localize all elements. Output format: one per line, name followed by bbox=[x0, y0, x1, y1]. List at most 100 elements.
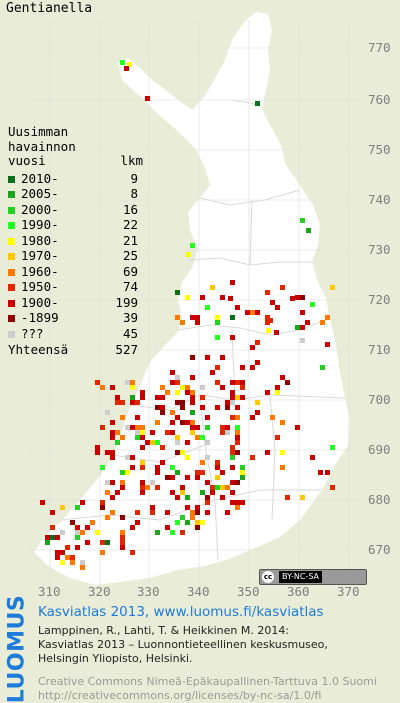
occurrence-square bbox=[165, 390, 170, 395]
legend-row-count: 8 bbox=[130, 186, 138, 201]
occurrence-square bbox=[185, 390, 190, 395]
occurrence-square bbox=[65, 555, 70, 560]
occurrence-square bbox=[175, 390, 180, 395]
occurrence-square bbox=[180, 420, 185, 425]
occurrence-square bbox=[270, 300, 275, 305]
legend-row: 1960- 69 bbox=[8, 264, 138, 280]
occurrence-square bbox=[210, 370, 215, 375]
occurrence-square bbox=[235, 405, 240, 410]
occurrence-square bbox=[250, 345, 255, 350]
occurrence-square bbox=[115, 395, 120, 400]
legend-row-label: 1950- bbox=[21, 279, 59, 294]
occurrence-square bbox=[110, 510, 115, 515]
occurrence-square bbox=[185, 295, 190, 300]
cc-license-badge[interactable]: cc BY-NC-SA bbox=[259, 569, 367, 585]
occurrence-square bbox=[235, 440, 240, 445]
occurrence-square bbox=[110, 495, 115, 500]
occurrence-square bbox=[230, 315, 235, 320]
occurrence-square bbox=[105, 480, 110, 485]
y-tick-label: 710 bbox=[368, 342, 391, 357]
legend-row-count: 16 bbox=[122, 201, 138, 217]
credits: Kasviatlas 2013, www.luomus.fi/kasviatla… bbox=[38, 604, 377, 703]
occurrence-square bbox=[220, 495, 225, 500]
occurrence-square bbox=[55, 555, 60, 560]
occurrence-square bbox=[225, 425, 230, 430]
occurrence-squares bbox=[40, 60, 335, 570]
occurrence-square bbox=[190, 315, 195, 320]
occurrence-square bbox=[140, 445, 145, 450]
occurrence-square bbox=[150, 505, 155, 510]
occurrence-square bbox=[135, 425, 140, 430]
occurrence-square bbox=[205, 305, 210, 310]
occurrence-square bbox=[105, 410, 110, 415]
occurrence-square bbox=[210, 490, 215, 495]
occurrence-square bbox=[55, 535, 60, 540]
occurrence-square bbox=[228, 296, 233, 301]
occurrence-square bbox=[275, 305, 280, 310]
occurrence-square bbox=[75, 535, 80, 540]
occurrence-square bbox=[40, 500, 45, 505]
legend-swatch bbox=[8, 284, 15, 291]
legend-row-label: 2000- bbox=[21, 201, 59, 217]
occurrence-square bbox=[180, 515, 185, 520]
occurrence-square bbox=[175, 450, 180, 455]
occurrence-square bbox=[305, 320, 310, 325]
occurrence-square bbox=[110, 480, 115, 485]
license-url[interactable]: http://creativecommons.org/licenses/by-n… bbox=[38, 689, 322, 702]
x-tick-label: 310 bbox=[38, 584, 61, 599]
legend-swatch bbox=[8, 237, 15, 245]
occurrence-square bbox=[105, 450, 110, 455]
occurrence-square bbox=[120, 530, 125, 535]
occurrence-square bbox=[195, 510, 200, 515]
occurrence-square bbox=[195, 315, 200, 320]
legend-swatch bbox=[8, 268, 15, 276]
occurrence-square bbox=[190, 420, 195, 425]
occurrence-square bbox=[230, 455, 235, 460]
occurrence-square bbox=[110, 420, 115, 425]
occurrence-square bbox=[175, 290, 180, 295]
occurrence-square bbox=[255, 340, 260, 345]
occurrence-square bbox=[170, 380, 175, 385]
legend-total-count: 527 bbox=[115, 342, 138, 357]
occurrence-square bbox=[155, 405, 160, 410]
x-tick-label: 330 bbox=[137, 584, 160, 599]
occurrence-square bbox=[190, 400, 195, 405]
occurrence-square bbox=[100, 500, 105, 505]
occurrence-square bbox=[45, 535, 50, 540]
occurrence-square bbox=[115, 400, 120, 405]
cc-badge-text: BY-NC-SA bbox=[279, 571, 323, 583]
occurrence-square bbox=[186, 252, 191, 257]
occurrence-square bbox=[185, 505, 190, 510]
occurrence-square bbox=[265, 390, 270, 395]
occurrence-square bbox=[240, 475, 245, 480]
citation-line-1: Lamppinen, R., Lahti, T. & Heikkinen M. … bbox=[38, 624, 290, 637]
x-tick-label: 360 bbox=[287, 584, 310, 599]
legend-col-year: vuosi bbox=[8, 153, 46, 168]
luomus-logo-text: LUOMUS bbox=[4, 594, 30, 703]
legend-row-count: 45 bbox=[122, 325, 138, 341]
legend-row-label: 2010- bbox=[21, 170, 59, 186]
occurrence-square bbox=[120, 470, 125, 475]
occurrence-square bbox=[170, 370, 175, 375]
occurrence-square bbox=[300, 218, 305, 223]
occurrence-square bbox=[50, 525, 55, 530]
legend-row-count: 25 bbox=[122, 248, 138, 263]
occurrence-square bbox=[170, 420, 175, 425]
occurrence-square bbox=[165, 475, 170, 480]
occurrence-square bbox=[95, 530, 100, 535]
legend-row: 1900- 199 bbox=[8, 295, 138, 311]
legend-swatch bbox=[8, 330, 15, 338]
occurrence-square bbox=[125, 425, 130, 430]
y-tick-label: 740 bbox=[368, 192, 391, 207]
citation-line-3: Helsingin Yliopisto, Helsinki. bbox=[38, 652, 193, 665]
occurrence-square bbox=[230, 445, 235, 450]
occurrence-square bbox=[235, 500, 240, 505]
occurrence-square bbox=[210, 485, 215, 490]
credits-title-link[interactable]: Kasviatlas 2013, www.luomus.fi/kasviatla… bbox=[38, 604, 324, 620]
occurrence-square bbox=[75, 530, 80, 535]
legend-row-label: 1970- bbox=[21, 248, 59, 263]
legend-col-count: lkm bbox=[120, 153, 143, 168]
occurrence-square bbox=[140, 465, 145, 470]
occurrence-square bbox=[150, 480, 155, 485]
occurrence-square bbox=[205, 355, 210, 360]
